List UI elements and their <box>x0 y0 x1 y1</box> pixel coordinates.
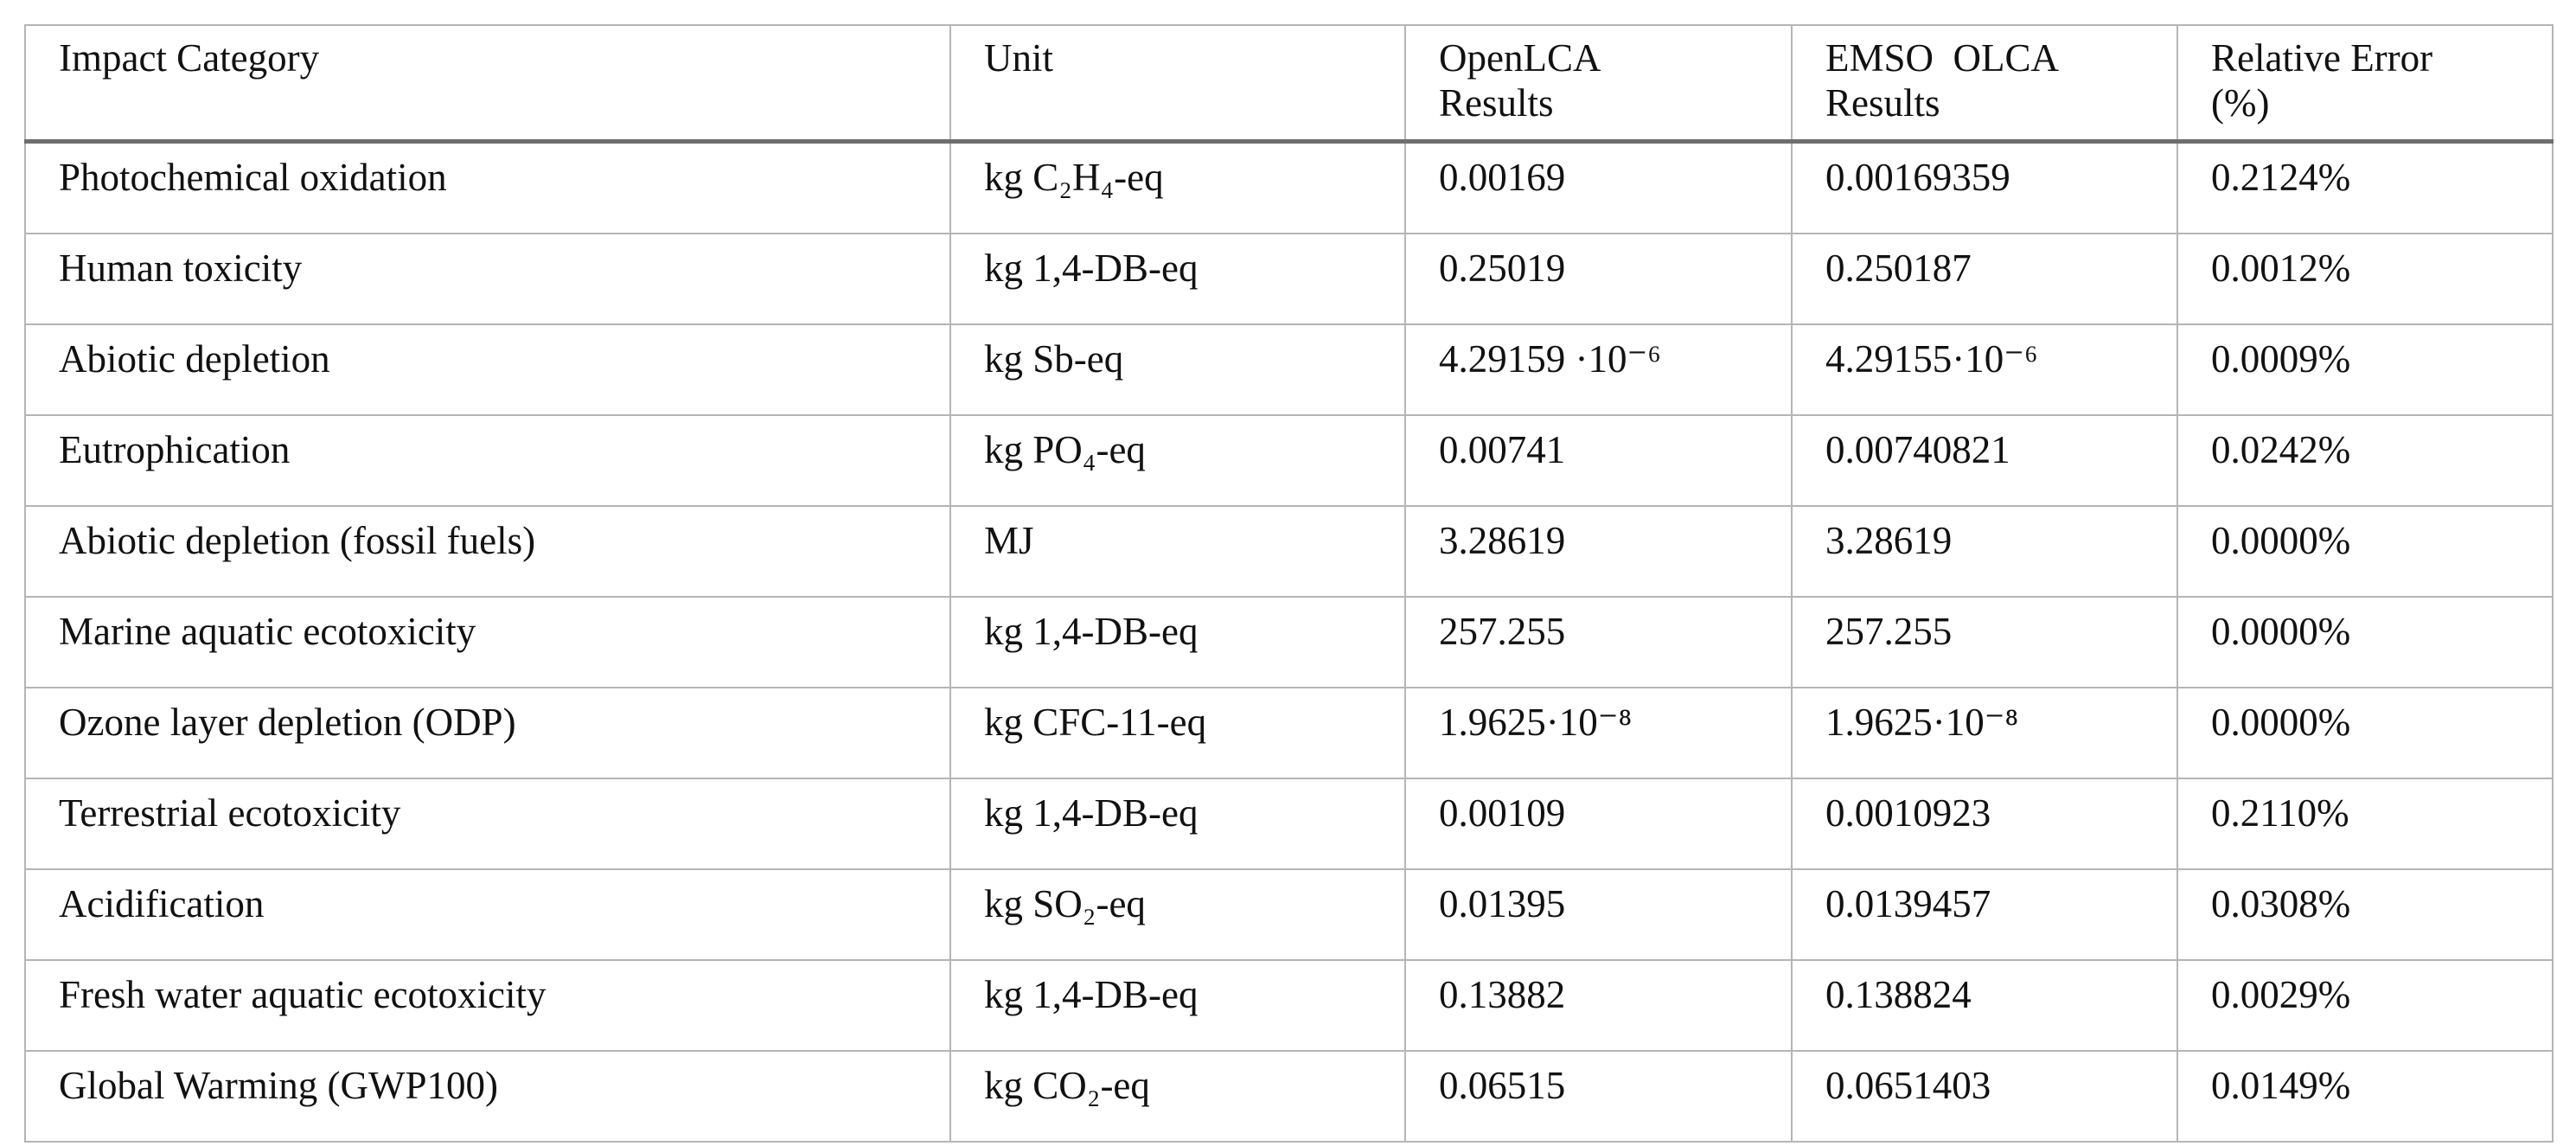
table-cell: kg 1,4-DB-eq <box>949 596 1406 688</box>
table-row: Marine aquatic ecotoxicity kg 1,4-DB-eq 25… <box>24 596 2554 688</box>
results-table: Impact Category Unit OpenLCA Results EMSO O… <box>24 24 2554 1143</box>
table-cell: 0.0010923 <box>1791 778 2178 870</box>
table-cell: 257.255 <box>1791 596 2178 688</box>
table-row: Ozone layer depletion (ODP) kg CFC-11-eq 1… <box>24 687 2554 779</box>
table-cell: Abiotic depletion <box>24 323 951 416</box>
table-cell: 0.0139457 <box>1791 868 2178 961</box>
header-row: Impact Category Unit OpenLCA Results EMSO O… <box>24 24 2554 144</box>
table-cell: 0.06515 <box>1404 1050 1793 1143</box>
table-cell: 0.0009% <box>2176 323 2554 416</box>
table-cell: 0.0308% <box>2176 868 2554 961</box>
table-cell: Global Warming (GWP100) <box>24 1050 951 1143</box>
table-row: Abiotic depletion (fossil fuels) MJ 3.2861… <box>24 505 2554 598</box>
table-cell: kg Sb-eq <box>949 323 1406 416</box>
table-cell: Terrestrial ecotoxicity <box>24 778 951 870</box>
table-cell: 257.255 <box>1404 596 1793 688</box>
table-cell: 0.0000% <box>2176 505 2554 598</box>
table-cell: 0.0651403 <box>1791 1050 2178 1143</box>
table-row: Terrestrial ecotoxicity kg 1,4-DB-eq 0.001… <box>24 778 2554 870</box>
table-cell: 0.25019 <box>1404 233 1793 325</box>
table-cell: 0.00109 <box>1404 778 1793 870</box>
table-cell: kg C₂H₄-eq <box>949 140 1406 234</box>
table-row: Abiotic depletion kg Sb-eq 4.29159 ·10⁻⁶ 4.… <box>24 323 2554 416</box>
table-cell: 0.0149% <box>2176 1050 2554 1143</box>
header-text: Unit <box>984 36 1054 80</box>
table-cell: Acidification <box>24 868 951 961</box>
table-cell: 0.00169 <box>1404 140 1793 234</box>
table-cell: 0.00169359 <box>1791 140 2178 234</box>
table-cell: kg 1,4-DB-eq <box>949 233 1406 325</box>
table-cell: kg CFC-11-eq <box>949 687 1406 779</box>
table-cell: kg 1,4-DB-eq <box>949 959 1406 1052</box>
table-cell: Ozone layer depletion (ODP) <box>24 687 951 779</box>
table-cell: 0.01395 <box>1404 868 1793 961</box>
table-row: Acidification kg SO₂-eq 0.01395 0.0139457 0.… <box>24 868 2554 961</box>
header-cell: Unit <box>949 24 1406 144</box>
header-text: Relative Error (%) <box>2211 36 2443 125</box>
table-row: Global Warming (GWP100) kg CO₂-eq 0.06515 0… <box>24 1050 2554 1143</box>
table-row: Fresh water aquatic ecotoxicity kg 1,4-DB… <box>24 959 2554 1052</box>
table-cell: 0.0000% <box>2176 687 2554 779</box>
header-text: EMSO OLCA Results <box>1825 36 2067 125</box>
table-cell: 0.00740821 <box>1791 414 2178 507</box>
table-row: Eutrophication kg PO₄-eq 0.00741 0.00740821… <box>24 414 2554 507</box>
table-cell: MJ <box>949 505 1406 598</box>
table-cell: 0.0012% <box>2176 233 2554 325</box>
table-cell: 3.28619 <box>1791 505 2178 598</box>
table-cell: 0.0000% <box>2176 596 2554 688</box>
table-header: Impact Category Unit OpenLCA Results EMSO O… <box>24 24 2554 144</box>
table-cell: 0.250187 <box>1791 233 2178 325</box>
header-text: OpenLCA Results <box>1439 36 1609 125</box>
table-cell: Photochemical oxidation <box>24 140 951 234</box>
table-cell: kg CO₂-eq <box>949 1050 1406 1143</box>
header-cell: Impact Category <box>24 24 951 144</box>
table-body: Photochemical oxidation kg C₂H₄-eq 0.00169… <box>24 140 2554 1143</box>
table-cell: kg SO₂-eq <box>949 868 1406 961</box>
table-cell: kg 1,4-DB-eq <box>949 778 1406 870</box>
table-cell: 1.9625·10⁻⁸ <box>1791 687 2178 779</box>
table-row: Photochemical oxidation kg C₂H₄-eq 0.00169… <box>24 140 2554 234</box>
table-cell: 4.29159 ·10⁻⁶ <box>1404 323 1793 416</box>
header-cell: Relative Error (%) <box>2176 24 2554 144</box>
header-cell: OpenLCA Results <box>1404 24 1793 144</box>
header-cell: EMSO OLCA Results <box>1791 24 2178 144</box>
table-cell: Eutrophication <box>24 414 951 507</box>
table-cell: 0.13882 <box>1404 959 1793 1052</box>
header-text: Impact Category <box>59 36 320 80</box>
table-cell: Fresh water aquatic ecotoxicity <box>24 959 951 1052</box>
table-cell: kg PO₄-eq <box>949 414 1406 507</box>
table-cell: Abiotic depletion (fossil fuels) <box>24 505 951 598</box>
table-cell: 4.29155·10⁻⁶ <box>1791 323 2178 416</box>
table-cell: 1.9625·10⁻⁸ <box>1404 687 1793 779</box>
table-container: Impact Category Unit OpenLCA Results EMSO O… <box>24 24 2554 1143</box>
table-cell: 0.2124% <box>2176 140 2554 234</box>
table-row: Human toxicity kg 1,4-DB-eq 0.25019 0.25018… <box>24 233 2554 325</box>
table-cell: Marine aquatic ecotoxicity <box>24 596 951 688</box>
table-cell: 0.00741 <box>1404 414 1793 507</box>
table-cell: 0.0242% <box>2176 414 2554 507</box>
table-cell: 0.138824 <box>1791 959 2178 1052</box>
table-cell: 0.2110% <box>2176 778 2554 870</box>
table-cell: 0.0029% <box>2176 959 2554 1052</box>
table-cell: 3.28619 <box>1404 505 1793 598</box>
table-cell: Human toxicity <box>24 233 951 325</box>
